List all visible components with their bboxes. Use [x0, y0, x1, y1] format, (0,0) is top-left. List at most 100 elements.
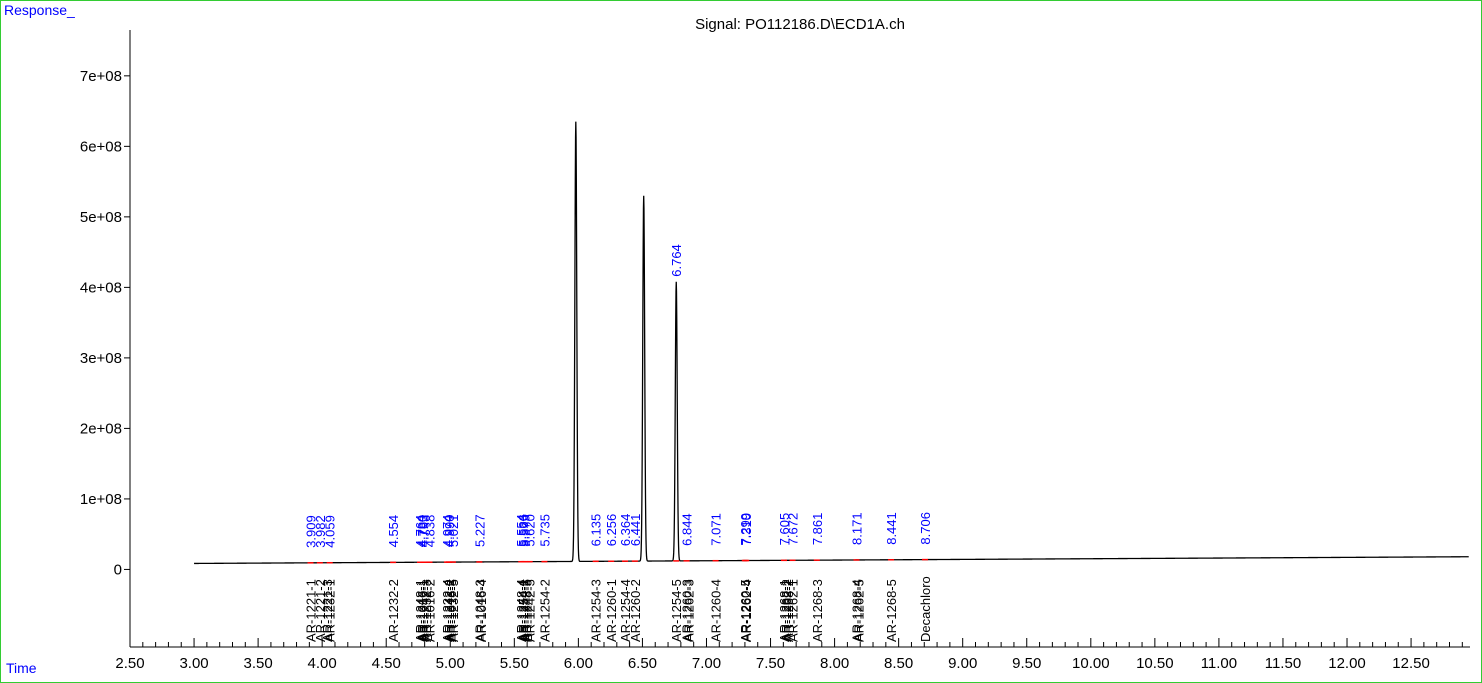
compound-label: AR-1232-2 [386, 579, 401, 642]
compound-label: AR-1221-2 [313, 579, 328, 642]
x-tick-label: 6.50 [628, 655, 657, 672]
x-tick-label: 2.50 [115, 655, 144, 672]
compound-label: AR-1254-2 [537, 579, 552, 642]
y-tick-label: 7e+08 [80, 68, 122, 85]
x-tick-label: 6.00 [564, 655, 593, 672]
compound-label: AR-1242-2 [442, 579, 457, 642]
compound-label: AR-1254-5 [669, 579, 684, 642]
compound-label: AR-1268-4 [849, 579, 864, 642]
y-tick-label: 1e+08 [80, 491, 122, 508]
x-tick-label: 9.50 [1012, 655, 1041, 672]
x-tick-label: 12.00 [1328, 655, 1366, 672]
y-tick-label: 6e+08 [80, 138, 122, 155]
y-tick-label: 2e+08 [80, 420, 122, 437]
retention-time-label: 8.171 [849, 512, 864, 545]
compound-label: AR-1260-2 [628, 579, 643, 642]
y-axis-label: Response_ [4, 2, 75, 18]
compound-label: AR-1248-5 [519, 579, 534, 642]
compound-label: AR-1248-1 [413, 579, 428, 642]
compound-label: AR-1221-3 [320, 579, 335, 642]
x-tick-label: 3.00 [179, 655, 208, 672]
compound-label: AR-1016-3 [444, 579, 459, 642]
compound-label: AR-1242-3 [517, 579, 532, 642]
compound-label: AR-1268-1 [777, 579, 792, 642]
compound-label: AR-1248-4 [514, 579, 529, 642]
retention-time-label: 4.838 [423, 515, 438, 548]
retention-time-label: 8.706 [918, 512, 933, 545]
x-tick-label: 10.00 [1072, 655, 1110, 672]
compound-label: AR-1262-5 [851, 579, 866, 642]
retention-time-label: 8.441 [884, 512, 899, 545]
chart-title: Signal: PO112186.D\ECD1A.ch [695, 16, 905, 33]
x-tick-label: 4.50 [372, 655, 401, 672]
compound-label: AR-1242-1 [417, 579, 432, 642]
retention-time-label: 6.441 [628, 514, 643, 547]
retention-time-label: 6.256 [604, 514, 619, 547]
y-tick-label: 3e+08 [80, 350, 122, 367]
x-tick-label: 8.00 [820, 655, 849, 672]
retention-time-label: 4.974 [440, 515, 455, 548]
x-tick-label: 9.00 [948, 655, 977, 672]
retention-time-label: 4.764 [413, 515, 428, 548]
retention-time-label: 4.059 [323, 515, 338, 548]
retention-time-label: 7.861 [810, 513, 825, 546]
retention-time-label: 5.566 [516, 514, 531, 547]
y-tick-label: 4e+08 [80, 279, 122, 296]
compound-label: AR-1262-2 [779, 579, 794, 642]
compound-label: AR-1232-3 [419, 579, 434, 642]
retention-time-label: 7.299 [738, 513, 753, 546]
compound-label: AR-1221-1 [304, 579, 319, 642]
x-tick-label: 10.50 [1136, 655, 1174, 672]
compound-label: AR-1248-3 [472, 579, 487, 642]
compound-label: AR-1016-1 [415, 579, 430, 642]
compound-label: AR-1254-4 [618, 579, 633, 642]
x-tick-label: 5.00 [436, 655, 465, 672]
compound-label: AR-1232-1 [323, 579, 338, 642]
compound-label: AR-1232-5 [446, 579, 461, 642]
retention-time-label: 4.780 [415, 515, 430, 548]
retention-time-label: 4.554 [386, 515, 401, 548]
retention-time-label: 6.135 [589, 514, 604, 547]
x-tick-label: 5.50 [500, 655, 529, 672]
compound-label: AR-1016-2 [423, 579, 438, 642]
retention-time-label: 5.227 [472, 514, 487, 547]
retention-time-label: 3.909 [304, 515, 319, 548]
retention-time-label: 7.605 [777, 513, 792, 546]
compound-label: AR-1262-3 [681, 579, 696, 642]
x-tick-label: 3.50 [244, 655, 273, 672]
compound-label: AR-1268-2 [781, 579, 796, 642]
retention-time-label: 7.071 [709, 513, 724, 546]
retention-time-label: 6.364 [618, 514, 633, 547]
chromatogram-trace [194, 121, 1469, 565]
retention-time-label: 6.764 [669, 244, 684, 277]
compound-label: AR-1262-4 [739, 579, 754, 642]
x-axis-label: Time [6, 660, 37, 676]
compound-label: AR-1016-4 [474, 579, 489, 642]
y-tick-label: 5e+08 [80, 209, 122, 226]
retention-time-label: 7.672 [786, 513, 801, 546]
compound-label: AR-1268-3 [810, 579, 825, 642]
x-tick-label: 11.50 [1265, 655, 1301, 672]
y-tick-label: 0 [114, 561, 122, 578]
x-tick-label: 8.50 [884, 655, 913, 672]
retention-time-label: 6.844 [679, 513, 694, 546]
retention-time-label: 5.554 [514, 514, 529, 547]
compound-label: AR-1262-1 [786, 579, 801, 642]
compound-label: AR-1260-1 [604, 579, 619, 642]
retention-time-label: 5.620 [523, 514, 538, 547]
retention-time-label: 5.579 [517, 514, 532, 547]
compound-label: Decachloro [918, 576, 933, 642]
x-tick-label: 12.50 [1392, 655, 1430, 672]
compound-label: AR-1268-5 [884, 579, 899, 642]
compound-label: AR-1260-5 [738, 579, 753, 642]
compound-label: AR-1232-4 [440, 579, 455, 642]
retention-time-label: 3.982 [313, 515, 328, 548]
x-tick-label: 7.50 [756, 655, 785, 672]
retention-time-label: 5.021 [446, 515, 461, 548]
x-tick-label: 7.00 [692, 655, 721, 672]
retention-time-label: 5.735 [537, 514, 552, 547]
compound-label: AR-1260-4 [709, 579, 724, 642]
retention-time-label: 4.990 [442, 515, 457, 548]
compound-label: AR-1242-5 [523, 579, 538, 642]
